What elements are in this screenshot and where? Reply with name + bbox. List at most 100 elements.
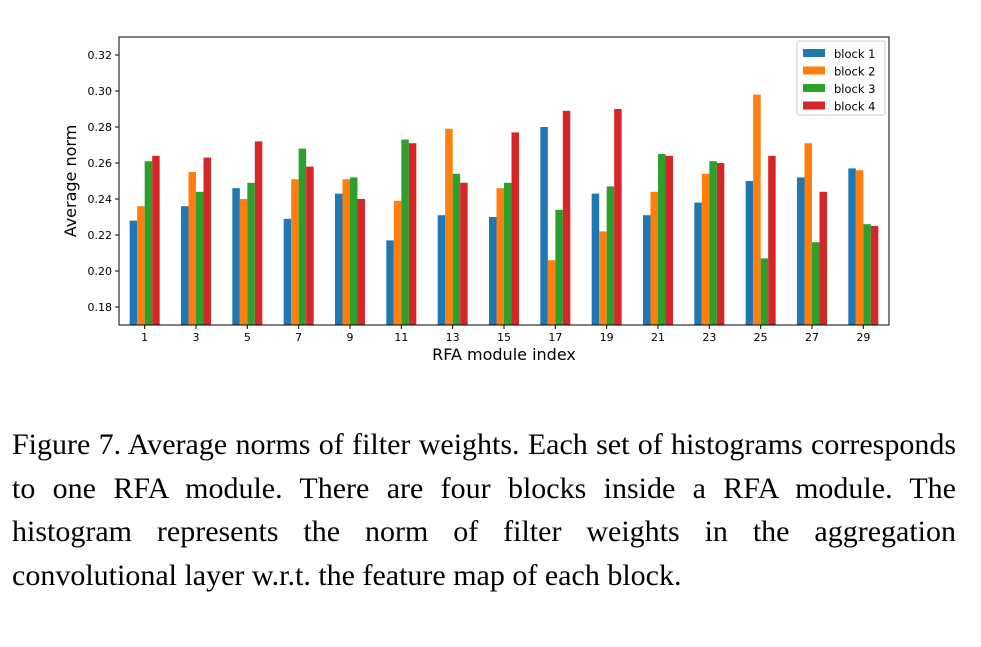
x-tick-label: 15 <box>497 331 511 344</box>
bar-block-1-module-9 <box>335 193 343 325</box>
bar-block-3-module-7 <box>298 148 307 325</box>
bar-block-2-module-9 <box>342 179 350 325</box>
legend-swatch <box>803 101 825 110</box>
bar-block-3-module-1 <box>144 161 153 325</box>
x-axis-label: RFA module index <box>432 345 576 364</box>
legend-label: block 4 <box>834 100 876 114</box>
bar-block-2-module-29 <box>855 170 864 325</box>
bar-block-1-module-29 <box>848 168 856 325</box>
x-tick-label: 1 <box>141 331 148 344</box>
bar-block-2-module-27 <box>804 143 812 325</box>
x-tick-label: 3 <box>193 331 200 344</box>
bar-block-2-module-5 <box>239 199 248 325</box>
x-tick-label: 9 <box>347 331 354 344</box>
bar-block-4-module-21 <box>665 155 673 325</box>
bar-block-4-module-19 <box>614 109 622 325</box>
bar-block-1-module-19 <box>591 193 600 325</box>
bar-block-1-module-1 <box>129 220 138 325</box>
bar-block-3-module-9 <box>350 177 358 325</box>
y-tick-label: 0.22 <box>88 229 113 242</box>
legend: block 1 block 2 block 3 block 4 <box>796 40 886 116</box>
y-tick-label: 0.32 <box>88 49 113 62</box>
bar-chart: 0.180.200.220.240.260.280.300.32 1 3 5 7 9 11… <box>61 36 890 364</box>
bar-block-1-module-23 <box>694 202 702 325</box>
bar-block-2-module-1 <box>137 206 145 325</box>
bar-block-3-module-19 <box>606 186 615 325</box>
x-tick-label: 13 <box>446 331 460 344</box>
bar-block-1-module-17 <box>540 127 548 325</box>
bar-block-2-module-15 <box>496 188 504 325</box>
x-tick-label: 17 <box>548 331 562 344</box>
bar-block-4-module-29 <box>870 226 879 325</box>
x-tick-label: 27 <box>805 331 819 344</box>
bar-block-3-module-15 <box>504 182 512 325</box>
x-tick-label: 25 <box>754 331 768 344</box>
y-axis-label: Average norm <box>61 125 80 238</box>
bar-block-2-module-17 <box>547 260 556 325</box>
bar-block-2-module-25 <box>753 94 761 325</box>
legend-label: block 3 <box>834 82 876 96</box>
bar-block-1-module-5 <box>232 188 240 325</box>
y-tick-label: 0.24 <box>88 193 113 206</box>
bar-block-4-module-1 <box>152 155 160 325</box>
bars-group <box>129 94 879 325</box>
legend-label: block 2 <box>834 65 876 79</box>
bar-block-4-module-13 <box>460 182 468 325</box>
bar-block-3-module-3 <box>196 191 204 325</box>
y-axis: 0.18 0.20 0.22 0.24 0.26 0.28 0.30 0.32 <box>88 49 119 314</box>
legend-swatch <box>803 66 825 75</box>
bar-block-4-module-17 <box>562 110 571 325</box>
bar-block-4-module-7 <box>306 166 314 325</box>
bar-block-2-module-7 <box>291 179 299 325</box>
bar-block-1-module-27 <box>797 177 805 325</box>
bar-block-4-module-11 <box>408 143 417 325</box>
y-tick-label: 0.26 <box>88 157 113 170</box>
bar-block-2-module-23 <box>701 173 710 325</box>
x-tick-label: 29 <box>856 331 870 344</box>
bar-block-3-module-17 <box>555 209 563 325</box>
legend-label: block 1 <box>834 47 876 61</box>
bar-block-1-module-13 <box>437 215 446 325</box>
bar-block-4-module-5 <box>254 141 263 325</box>
bar-block-1-module-21 <box>643 215 651 325</box>
bar-block-4-module-9 <box>357 199 365 325</box>
bar-block-4-module-3 <box>203 157 211 325</box>
x-tick-label: 5 <box>244 331 251 344</box>
bar-block-4-module-25 <box>768 155 776 325</box>
bar-block-1-module-7 <box>283 218 292 325</box>
bar-block-3-module-27 <box>812 242 820 325</box>
bar-block-4-module-27 <box>819 191 827 325</box>
x-tick-label: 7 <box>295 331 302 344</box>
x-tick-label: 21 <box>651 331 665 344</box>
y-tick-label: 0.30 <box>88 85 113 98</box>
bar-block-2-module-19 <box>599 231 607 325</box>
bar-block-1-module-25 <box>745 181 754 325</box>
bar-block-3-module-23 <box>709 161 717 325</box>
y-tick-label: 0.18 <box>88 301 113 314</box>
bar-block-2-module-21 <box>650 191 658 325</box>
bar-block-4-module-23 <box>716 163 725 325</box>
bar-block-1-module-3 <box>181 206 189 325</box>
bar-block-2-module-3 <box>188 172 196 325</box>
y-tick-label: 0.20 <box>88 265 113 278</box>
legend-swatch <box>803 49 825 57</box>
legend-swatch <box>803 84 825 92</box>
x-axis: 1 3 5 7 9 11 13 15 17 19 21 23 25 27 29 <box>141 325 870 344</box>
bar-block-3-module-5 <box>247 182 255 325</box>
x-tick-label: 23 <box>702 331 716 344</box>
bar-block-3-module-13 <box>452 173 461 325</box>
bar-block-3-module-29 <box>863 224 871 325</box>
bar-block-2-module-11 <box>393 200 402 325</box>
x-tick-label: 19 <box>600 331 614 344</box>
bar-block-4-module-15 <box>511 132 519 325</box>
bar-block-3-module-25 <box>760 258 769 325</box>
bar-block-2-module-13 <box>445 128 453 325</box>
bar-block-3-module-21 <box>658 154 666 325</box>
figure-caption: Figure 7. Average norms of filter weight… <box>12 428 956 592</box>
bar-block-1-module-11 <box>386 240 394 325</box>
legend-box <box>796 40 886 116</box>
bar-block-1-module-15 <box>489 217 497 325</box>
y-tick-label: 0.28 <box>88 121 113 134</box>
bar-block-3-module-11 <box>401 139 409 325</box>
x-tick-label: 11 <box>394 331 408 344</box>
